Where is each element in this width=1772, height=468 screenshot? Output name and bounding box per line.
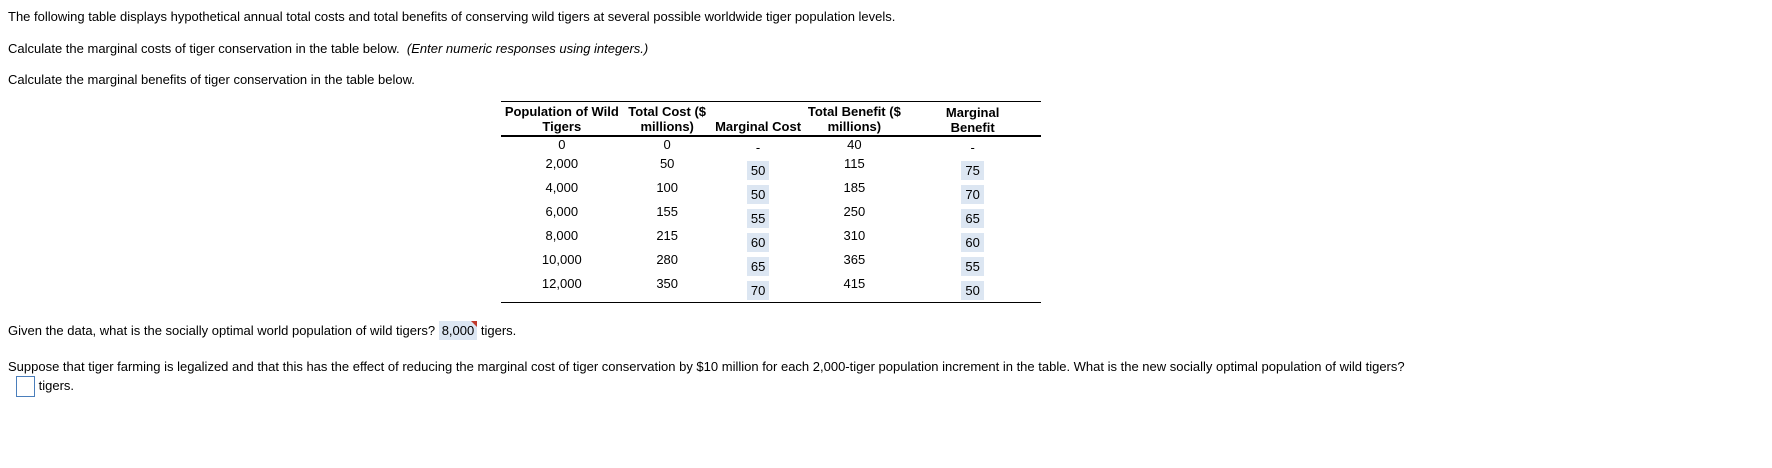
question-1-text: Given the data, what is the socially opt… bbox=[8, 323, 436, 338]
marginal-benefit-cell: 65 bbox=[904, 204, 1041, 228]
population-cell: 4,000 bbox=[545, 180, 579, 195]
question-2-answer-line: tigers. bbox=[16, 376, 74, 397]
table-row: 6,000 155 55 250 65 bbox=[501, 204, 1041, 228]
marginal-cost-cell: 50 bbox=[712, 180, 805, 204]
marginal-cost-answer[interactable]: 70 bbox=[746, 281, 770, 300]
instruction-mc: Calculate the marginal costs of tiger co… bbox=[8, 41, 648, 56]
total-cost-cell: 50 bbox=[659, 156, 675, 171]
population-cell: 8,000 bbox=[545, 228, 579, 243]
new-optimal-population-input[interactable] bbox=[16, 376, 35, 397]
header-total-benefit: Total Benefit ($ millions) bbox=[807, 104, 901, 134]
question-2-text: Suppose that tiger farming is legalized … bbox=[8, 359, 1405, 374]
intro-text: The following table displays hypothetica… bbox=[8, 9, 896, 24]
total-cost-cell: 280 bbox=[656, 252, 679, 267]
marginal-benefit-answer[interactable]: 60 bbox=[961, 233, 984, 252]
population-cell: 12,000 bbox=[541, 276, 582, 291]
instruction-mb: Calculate the marginal benefits of tiger… bbox=[8, 72, 415, 87]
population-cell: 10,000 bbox=[541, 252, 582, 267]
header-total-cost: Total Cost ($ millions) bbox=[628, 104, 707, 134]
total-cost-cell: 0 bbox=[663, 137, 671, 152]
marginal-benefit-cell: 60 bbox=[904, 228, 1041, 252]
table-row: 8,000 215 60 310 60 bbox=[501, 228, 1041, 252]
marginal-benefit-answer[interactable]: 50 bbox=[961, 281, 984, 300]
marginal-cost-answer[interactable]: 55 bbox=[746, 209, 770, 228]
question-1-suffix: tigers. bbox=[480, 323, 517, 338]
total-cost-cell: 100 bbox=[656, 180, 679, 195]
marginal-benefit-answer[interactable]: 75 bbox=[961, 161, 984, 180]
marginal-benefit-answer[interactable]: 65 bbox=[961, 209, 984, 228]
table-row: 0 0 - 40 - bbox=[501, 136, 1041, 156]
header-population: Population of Wild Tigers bbox=[504, 104, 619, 134]
table-row: 12,000 350 70 415 50 bbox=[501, 276, 1041, 303]
population-cell: 2,000 bbox=[545, 156, 579, 171]
marginal-cost-answer[interactable]: 50 bbox=[746, 161, 770, 180]
table-row: 10,000 280 65 365 55 bbox=[501, 252, 1041, 276]
marginal-benefit-cell: 75 bbox=[904, 156, 1041, 180]
total-benefit-cell: 310 bbox=[843, 228, 866, 243]
marginal-cost-cell: 55 bbox=[712, 204, 805, 228]
marginal-cost-cell: 65 bbox=[712, 252, 805, 276]
marginal-benefit-cell: 70 bbox=[904, 180, 1041, 204]
marginal-cost-answer[interactable]: 65 bbox=[746, 257, 770, 276]
total-cost-cell: 350 bbox=[656, 276, 679, 291]
marginal-benefit-answer[interactable]: 55 bbox=[961, 257, 984, 276]
total-benefit-cell: 250 bbox=[843, 204, 866, 219]
header-marginal-benefit: Marginal Benefit bbox=[945, 105, 1000, 135]
marginal-cost-cell: - bbox=[755, 140, 761, 155]
marginal-benefit-answer[interactable]: 70 bbox=[961, 185, 984, 204]
table-header: Population of Wild Tigers Total Cost ($ … bbox=[501, 101, 1041, 136]
total-cost-cell: 155 bbox=[656, 204, 679, 219]
marginal-benefit-cell: 55 bbox=[904, 252, 1041, 276]
marginal-cost-cell: 60 bbox=[712, 228, 805, 252]
total-benefit-cell: 40 bbox=[847, 137, 862, 152]
total-benefit-cell: 115 bbox=[843, 156, 865, 171]
population-cell: 6,000 bbox=[545, 204, 579, 219]
marginal-cost-cell: 50 bbox=[712, 156, 805, 180]
question-1: Given the data, what is the socially opt… bbox=[8, 321, 516, 340]
optimal-population-answer[interactable]: 8,000 bbox=[438, 321, 478, 340]
marginal-benefit-cell: 50 bbox=[904, 276, 1041, 303]
marginal-cost-cell: 70 bbox=[712, 276, 805, 303]
marginal-benefit-cell: - bbox=[970, 140, 975, 155]
total-benefit-cell: 185 bbox=[843, 180, 866, 195]
instruction-mc-text: Calculate the marginal costs of tiger co… bbox=[8, 41, 400, 56]
question-2-suffix: tigers. bbox=[38, 377, 75, 393]
total-benefit-cell: 415 bbox=[843, 276, 866, 291]
marginal-cost-answer[interactable]: 50 bbox=[746, 185, 770, 204]
marginal-cost-answer[interactable]: 60 bbox=[746, 233, 770, 252]
table-row: 4,000 100 50 185 70 bbox=[501, 180, 1041, 204]
total-cost-cell: 215 bbox=[656, 228, 679, 243]
header-marginal-cost: Marginal Cost bbox=[715, 119, 802, 134]
total-benefit-cell: 365 bbox=[843, 252, 866, 267]
instruction-mc-note: (Enter numeric responses using integers.… bbox=[406, 41, 649, 56]
tiger-table: Population of Wild Tigers Total Cost ($ … bbox=[501, 101, 1041, 303]
table-row: 2,000 50 50 115 75 bbox=[501, 156, 1041, 180]
population-cell: 0 bbox=[558, 137, 566, 152]
